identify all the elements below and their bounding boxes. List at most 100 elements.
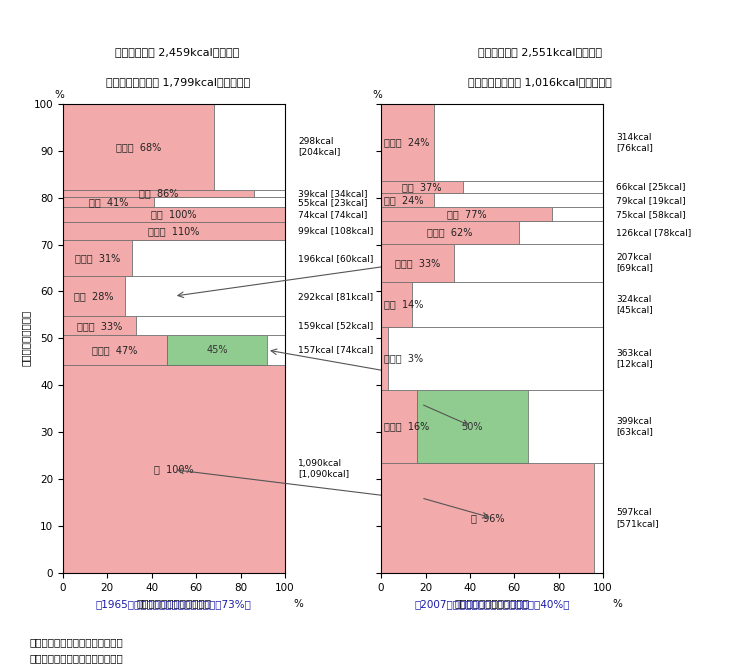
Text: 292kcal [81kcal]: 292kcal [81kcal] xyxy=(298,292,374,301)
Text: 砂糖類  31%: 砂糖類 31% xyxy=(75,253,120,263)
Text: ▶: ▶ xyxy=(45,13,53,22)
Text: ▶: ▶ xyxy=(14,13,21,22)
Text: 油脂類  33%: 油脂類 33% xyxy=(77,321,122,331)
Text: 363kcal
[12kcal]: 363kcal [12kcal] xyxy=(616,349,653,368)
Bar xyxy=(63,277,125,316)
Text: ―自給部分: ―自給部分 xyxy=(443,498,473,507)
Bar xyxy=(381,281,412,327)
Text: %: % xyxy=(54,90,64,100)
Text: 果実  37%: 果実 37% xyxy=(403,182,442,192)
Bar xyxy=(463,181,603,193)
Text: 小麦  14%: 小麦 14% xyxy=(385,299,424,310)
Text: 74kcal [74kcal]: 74kcal [74kcal] xyxy=(298,210,368,219)
Bar xyxy=(381,463,594,573)
Text: 野菜  100%: 野菜 100% xyxy=(151,210,197,220)
Bar xyxy=(63,190,254,197)
Text: 298kcal
[204kcal]: 298kcal [204kcal] xyxy=(298,137,340,157)
Text: ［国産供給熱量　 1,016kcal／人・日］: ［国産供給熱量 1,016kcal／人・日］ xyxy=(468,77,612,87)
Text: 小麦  28%: 小麦 28% xyxy=(74,291,114,302)
Text: ［国産供給熱量　 1,799kcal／人・日］: ［国産供給熱量 1,799kcal／人・日］ xyxy=(106,77,249,87)
Text: 米  96%: 米 96% xyxy=(471,513,505,523)
Text: 126kcal [78kcal]: 126kcal [78kcal] xyxy=(616,228,692,237)
Text: 果実  86%: 果実 86% xyxy=(138,188,178,198)
Text: 米  100%: 米 100% xyxy=(154,464,194,474)
Text: ◀: ◀ xyxy=(719,13,726,22)
Text: 総供給熱量　 2,551kcal／人・日: 総供給熱量 2,551kcal／人・日 xyxy=(478,47,602,57)
Bar xyxy=(454,244,603,281)
Bar xyxy=(63,104,214,190)
X-axis label: （品目別供給熱量自給率）: （品目別供給熱量自給率） xyxy=(136,598,212,608)
Bar xyxy=(381,244,454,281)
Bar xyxy=(381,193,434,208)
Bar xyxy=(381,390,417,463)
Bar xyxy=(136,316,285,335)
Text: その他  24%: その他 24% xyxy=(385,137,430,147)
X-axis label: （品目別供給熱量自給率）: （品目別供給熱量自給率） xyxy=(454,598,530,608)
Bar xyxy=(167,335,267,365)
Bar xyxy=(63,197,154,208)
Bar xyxy=(63,208,285,222)
Bar xyxy=(434,193,603,208)
Bar xyxy=(63,335,167,365)
Bar xyxy=(594,463,603,573)
Text: 資料：農林水産省「食料需給表」: 資料：農林水産省「食料需給表」 xyxy=(30,637,124,647)
Bar xyxy=(552,208,603,221)
Bar xyxy=(167,335,285,365)
Bar xyxy=(417,390,528,463)
Text: 55kcal [23kcal]: 55kcal [23kcal] xyxy=(298,198,368,207)
Bar xyxy=(63,241,132,277)
Bar xyxy=(254,190,285,197)
Text: ◀: ◀ xyxy=(698,13,705,22)
Text: 大豆  41%: 大豆 41% xyxy=(89,198,128,207)
Text: 157kcal [74kcal]: 157kcal [74kcal] xyxy=(298,346,374,354)
Bar xyxy=(434,104,603,181)
Text: ▶: ▶ xyxy=(35,13,42,22)
Text: 324kcal
[45kcal]: 324kcal [45kcal] xyxy=(616,295,653,314)
Bar xyxy=(381,104,434,181)
Text: 注：　［　］内は国産熱量の数値: 注： ［ ］内は国産熱量の数値 xyxy=(30,653,124,663)
Bar xyxy=(381,208,552,221)
Text: 魚介類  110%: 魚介類 110% xyxy=(148,226,200,236)
Text: 畜産物  16%: 畜産物 16% xyxy=(385,421,430,431)
Text: ▶: ▶ xyxy=(4,13,11,22)
Text: ▶: ▶ xyxy=(24,13,32,22)
Text: 畜産物  47%: 畜産物 47% xyxy=(92,345,138,355)
Bar xyxy=(381,181,463,193)
Y-axis label: 供給熱量割合（％）: 供給熱量割合（％） xyxy=(21,310,31,366)
Text: 39kcal [34kcal]: 39kcal [34kcal] xyxy=(298,189,368,198)
Text: 「1965年度」（供給熱量総合食料自給率73%）: 「1965年度」（供給熱量総合食料自給率73%） xyxy=(96,600,252,609)
Bar xyxy=(63,365,285,573)
Text: 159kcal [52kcal]: 159kcal [52kcal] xyxy=(298,321,374,330)
Bar xyxy=(381,327,388,390)
Bar xyxy=(381,221,519,244)
Text: 「2007年度」（供給熱量総合食料自給率40%）: 「2007年度」（供給熱量総合食料自給率40%） xyxy=(414,600,570,609)
Text: ◀: ◀ xyxy=(708,13,716,22)
Text: ◀: ◀ xyxy=(687,13,695,22)
Text: 油脂類  3%: 油脂類 3% xyxy=(385,354,423,364)
Bar xyxy=(417,390,603,463)
Text: 総供給熱量　 2,459kcal／人・日: 総供給熱量 2,459kcal／人・日 xyxy=(115,47,240,57)
Text: 大豆  24%: 大豆 24% xyxy=(385,195,424,205)
Text: %: % xyxy=(612,599,622,608)
Text: 314kcal
[76kcal]: 314kcal [76kcal] xyxy=(616,133,653,152)
Bar xyxy=(412,281,603,327)
Text: 輸入飼料による
生産部分: 輸入飼料による 生産部分 xyxy=(443,366,480,385)
Text: 45%: 45% xyxy=(206,345,228,355)
Bar xyxy=(214,104,285,190)
Text: 50%: 50% xyxy=(461,421,483,431)
Bar xyxy=(132,241,285,277)
Text: 野菜  77%: 野菜 77% xyxy=(447,209,486,219)
Text: %: % xyxy=(294,599,303,608)
Bar xyxy=(519,221,603,244)
Text: 399kcal
[63kcal]: 399kcal [63kcal] xyxy=(616,417,653,436)
Text: 79kcal [19kcal]: 79kcal [19kcal] xyxy=(616,196,686,205)
Text: %: % xyxy=(372,90,383,100)
Text: 輸入部分: 輸入部分 xyxy=(443,252,464,261)
Text: 597kcal
[571kcal]: 597kcal [571kcal] xyxy=(616,509,659,528)
Bar xyxy=(388,327,603,390)
Bar xyxy=(63,316,136,335)
Text: 99kcal [108kcal]: 99kcal [108kcal] xyxy=(298,226,374,235)
Text: 66kcal [25kcal]: 66kcal [25kcal] xyxy=(616,182,686,192)
Bar xyxy=(63,222,285,241)
Bar xyxy=(125,277,285,316)
